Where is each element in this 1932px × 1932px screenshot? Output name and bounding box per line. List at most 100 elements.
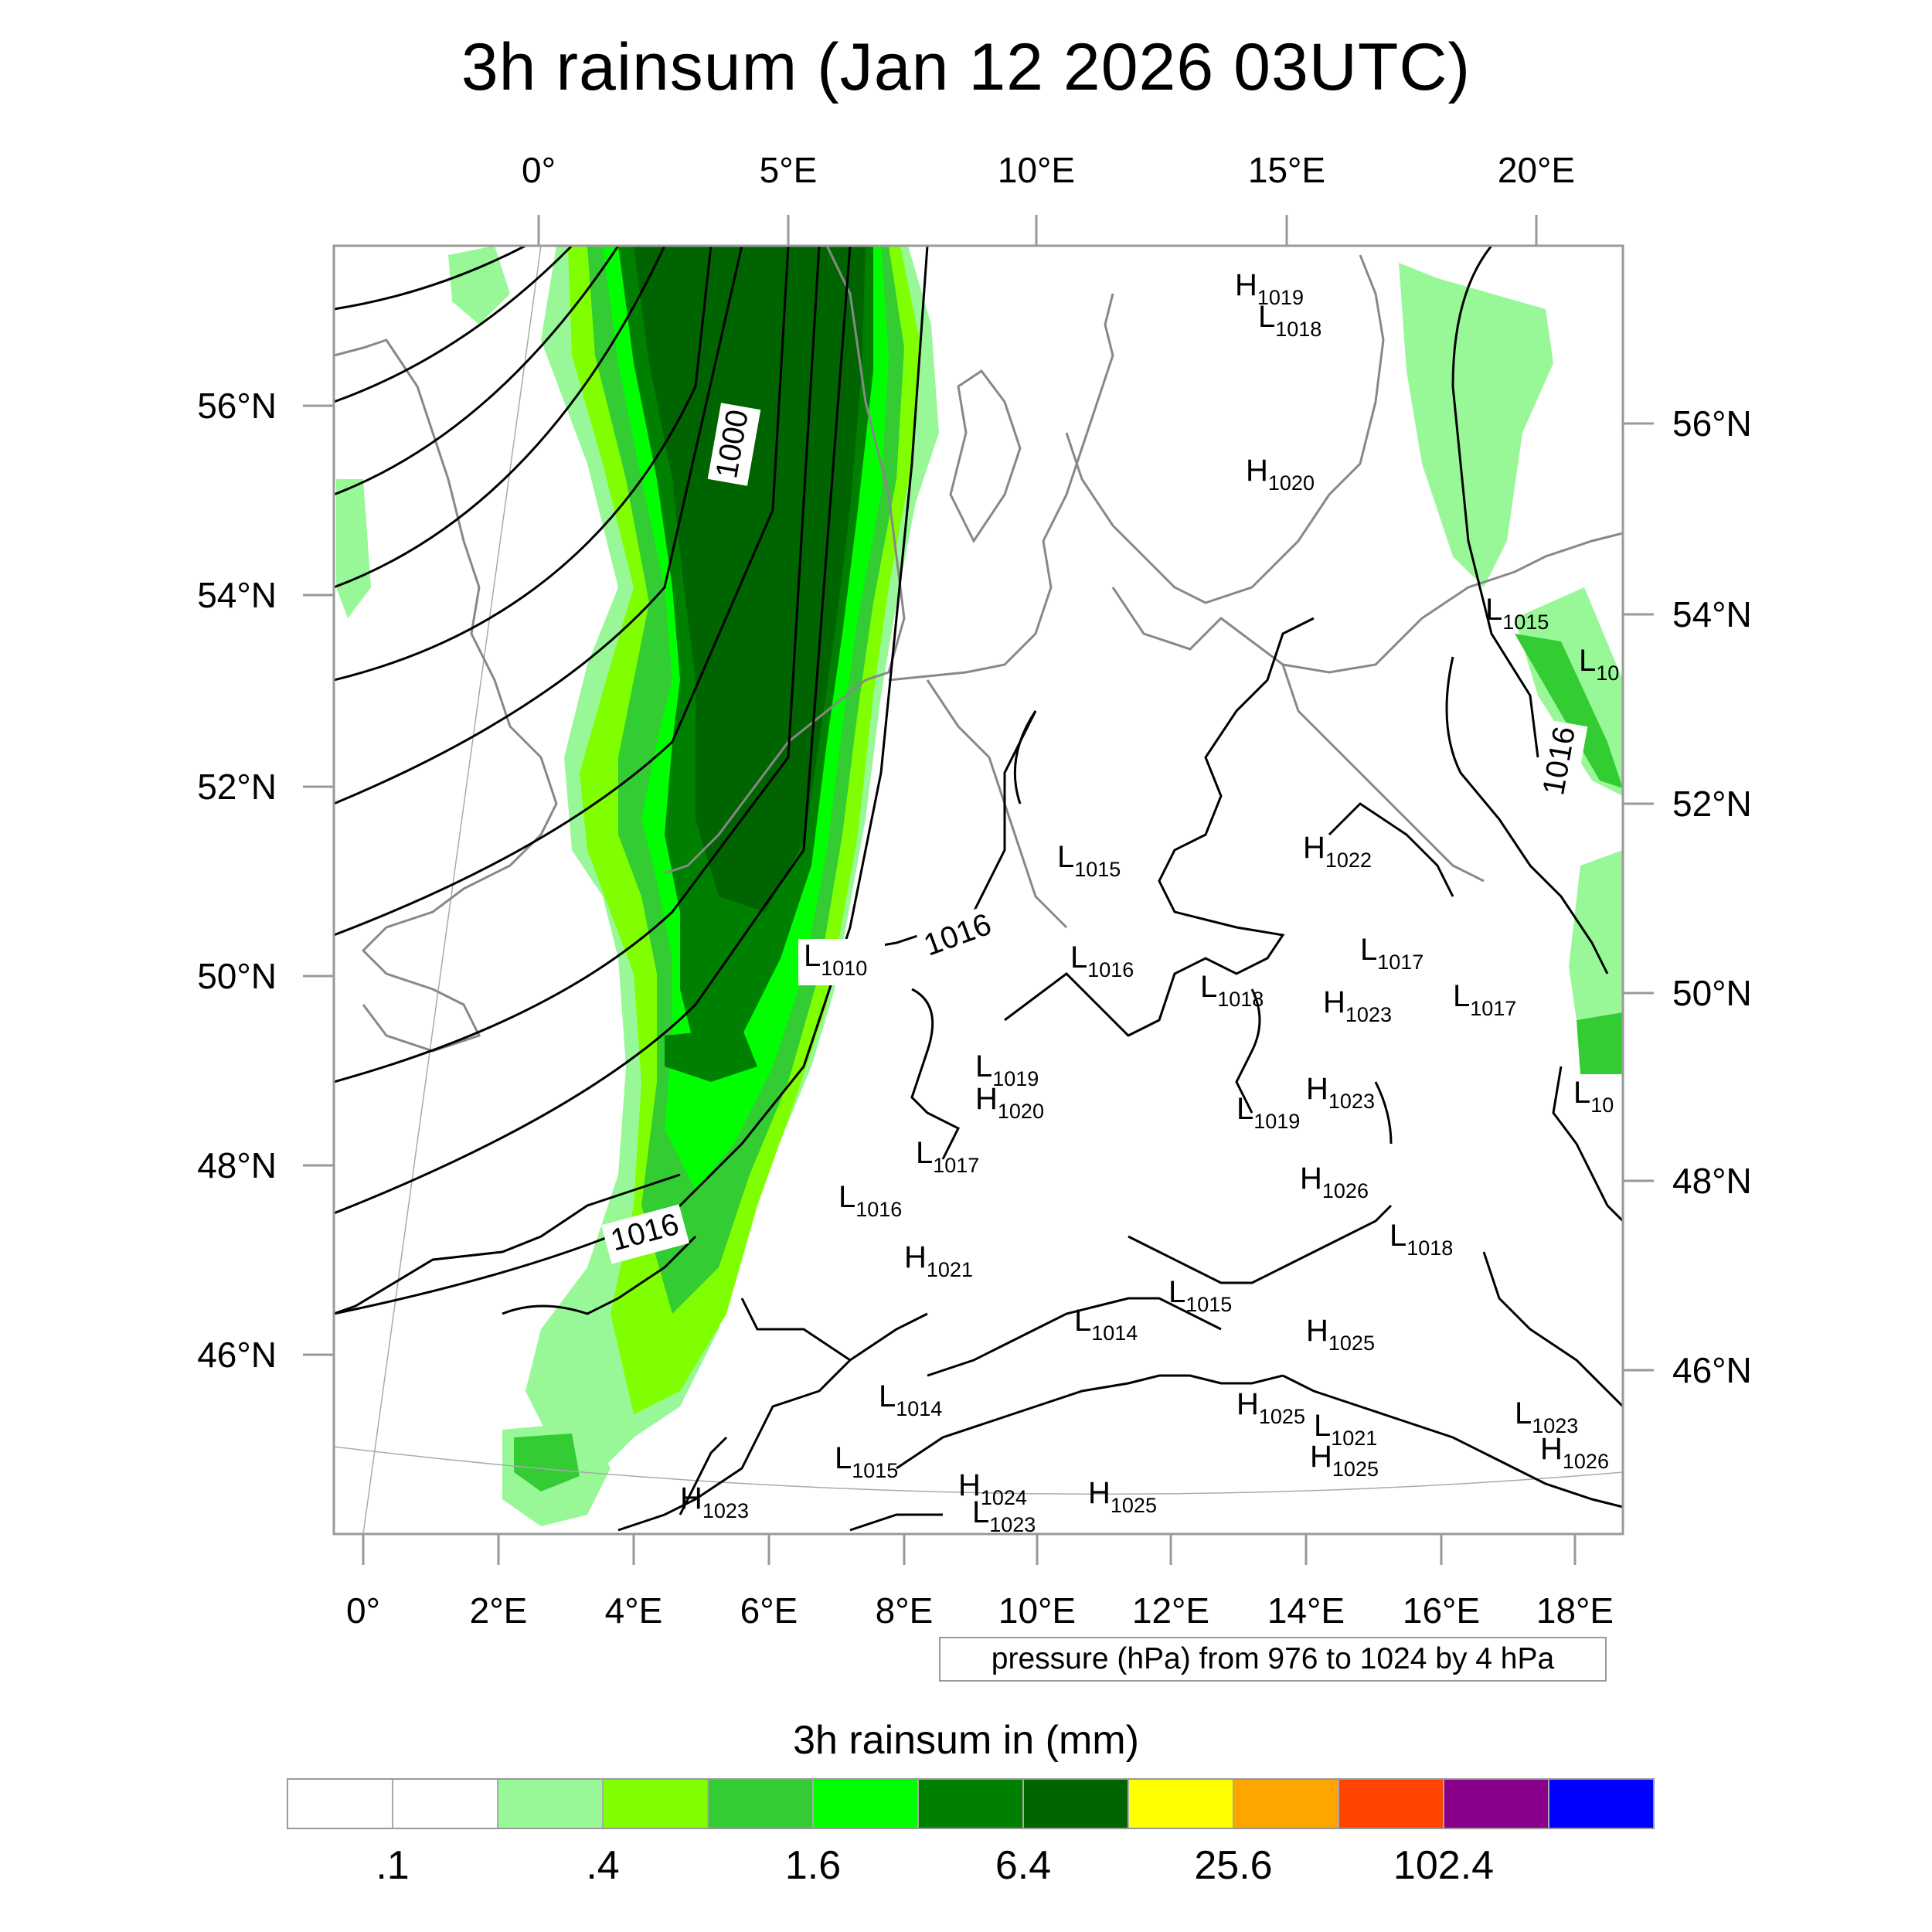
bottom-lon-label: 4°E <box>605 1590 663 1631</box>
pressure-center-label: H1022 <box>1303 831 1372 872</box>
right-lat-label: 54°N <box>1672 594 1752 634</box>
right-lat-label: 50°N <box>1672 973 1752 1013</box>
right-lat-label: 48°N <box>1672 1161 1752 1201</box>
rain-area-medium-east <box>1515 634 1623 788</box>
colorbar-segment <box>1024 1780 1129 1828</box>
pressure-center-label: L1023 <box>1515 1396 1578 1437</box>
left-lat-label: 46°N <box>197 1335 277 1375</box>
colorbar-label: .1 <box>376 1843 410 1888</box>
pressure-contour-note: pressure (hPa) from 976 to 1024 by 4 hPa <box>939 1637 1607 1682</box>
pressure-center-label: L10 <box>1573 1076 1614 1117</box>
pressure-center-label: H1025 <box>1088 1476 1157 1517</box>
legend-title: 3h rainsum in (mm) <box>793 1718 1139 1763</box>
bottom-lon-label: 2°E <box>470 1590 528 1631</box>
pressure-center-label: L10 <box>1579 644 1619 685</box>
graticule <box>334 246 1623 1534</box>
left-lat-label: 54°N <box>197 575 277 615</box>
bottom-lon-label: 18°E <box>1536 1590 1614 1631</box>
colorbar-label: .4 <box>586 1843 620 1888</box>
left-lat-label: 52°N <box>197 767 277 807</box>
left-lat-label: 50°N <box>197 956 277 996</box>
pressure-center-label: H1019 <box>1235 268 1304 309</box>
pressure-center-label: H1020 <box>1246 454 1315 495</box>
colorbar-segment <box>604 1780 709 1828</box>
colorbar-label: 6.4 <box>995 1843 1052 1888</box>
pressure-center-label: H1024 <box>958 1468 1027 1509</box>
left-lat-label: 56°N <box>197 386 277 426</box>
pressure-center-label: L1014 <box>879 1379 942 1420</box>
pressure-center-label: L1017 <box>1360 933 1423 974</box>
top-lon-label: 5°E <box>760 150 818 190</box>
pressure-center-label: H1021 <box>904 1240 973 1281</box>
chart-title: 3h rainsum (Jan 12 2026 03UTC) <box>461 30 1471 104</box>
axis-tick-labels: 0° 5°E 10°E 15°E 20°E 0° 2°E 4°E 6°E 8°E… <box>197 150 1752 1631</box>
isobars <box>334 246 1623 1532</box>
bottom-lon-label: 14°E <box>1267 1590 1345 1631</box>
top-lon-label: 0° <box>522 150 556 190</box>
pressure-center-label: H1026 <box>1300 1162 1369 1202</box>
rain-area-light-west <box>448 246 510 325</box>
pressure-center-label: H1023 <box>1323 985 1392 1026</box>
pressure-center-label: L1017 <box>916 1136 979 1177</box>
colorbar-segment <box>814 1780 919 1828</box>
pressure-center-label: H1023 <box>680 1481 749 1522</box>
colorbar-segment <box>288 1780 393 1828</box>
pressure-center-label: L1015 <box>1485 593 1549 634</box>
right-lat-label: 46°N <box>1672 1350 1752 1390</box>
pressure-center-label: H1020 <box>975 1082 1044 1123</box>
bottom-lon-label: 0° <box>346 1590 380 1631</box>
pressure-center-label: L1018 <box>1258 300 1321 341</box>
bottom-lon-label: 8°E <box>876 1590 934 1631</box>
rain-area-darker <box>634 246 866 912</box>
pressure-center-label: L1023 <box>972 1495 1036 1536</box>
bottom-lon-label: 12°E <box>1132 1590 1209 1631</box>
colorbar <box>287 1778 1655 1829</box>
top-lon-label: 20°E <box>1498 150 1575 190</box>
colorbar-segment <box>709 1780 814 1828</box>
colorbar-segment <box>919 1780 1024 1828</box>
colorbar-label: 1.6 <box>784 1843 842 1888</box>
axis-ticks <box>303 215 1654 1565</box>
right-lat-label: 56°N <box>1672 403 1752 444</box>
pressure-center-label: L1021 <box>1314 1409 1377 1450</box>
bottom-lon-label: 6°E <box>740 1590 798 1631</box>
pressure-center-label: L1016 <box>838 1180 902 1221</box>
map-frame <box>332 244 1624 1536</box>
bottom-lon-label: 10°E <box>998 1590 1076 1631</box>
colorbar-segment <box>1234 1780 1339 1828</box>
pressure-center-label: H1025 <box>1306 1314 1375 1355</box>
pressure-center-label: L1010 <box>804 939 867 980</box>
bottom-lon-label: 16°E <box>1403 1590 1480 1631</box>
pressure-center-label: L1019 <box>1236 1092 1300 1133</box>
colorbar-segment <box>1444 1780 1549 1828</box>
pressure-center-label: L1017 <box>1453 979 1516 1020</box>
rain-area-medium-east3 <box>1577 1012 1623 1074</box>
colorbar-segment <box>393 1780 498 1828</box>
pressure-centers: H1019 L1018 H1020 L1015 L10 H1022 L1015 … <box>680 268 1619 1536</box>
pressure-center-label: L1015 <box>835 1441 898 1482</box>
map-content: 1000 1016 1016 1016 H1019 L1018 H1020 L1… <box>334 246 1623 1536</box>
pressure-center-label: L1015 <box>1168 1275 1232 1316</box>
colorbar-segment <box>1339 1780 1444 1828</box>
pressure-center-label: H1025 <box>1310 1440 1379 1481</box>
pressure-center-label: L1014 <box>1074 1304 1138 1345</box>
pressure-center-label: L1016 <box>1070 940 1134 981</box>
pressure-center-label: H1025 <box>1236 1387 1305 1428</box>
left-lat-label: 48°N <box>197 1145 277 1185</box>
right-lat-label: 52°N <box>1672 784 1752 824</box>
pressure-center-label: L1018 <box>1200 970 1264 1011</box>
pressure-center-label: L1018 <box>1389 1219 1453 1260</box>
pressure-center-label: L1019 <box>975 1049 1039 1090</box>
rain-field <box>336 246 1623 1526</box>
top-lon-label: 10°E <box>998 150 1075 190</box>
colorbar-segment <box>498 1780 604 1828</box>
colorbar-segment <box>1129 1780 1234 1828</box>
pressure-center-label: L1015 <box>1057 840 1121 881</box>
coastlines <box>334 246 1623 1053</box>
rain-area-dark-south <box>665 1028 757 1082</box>
pressure-center-label: H1023 <box>1306 1072 1375 1113</box>
rain-area-medium-southwest <box>514 1434 580 1492</box>
top-lon-label: 15°E <box>1248 150 1325 190</box>
colorbar-label: 102.4 <box>1393 1843 1495 1888</box>
